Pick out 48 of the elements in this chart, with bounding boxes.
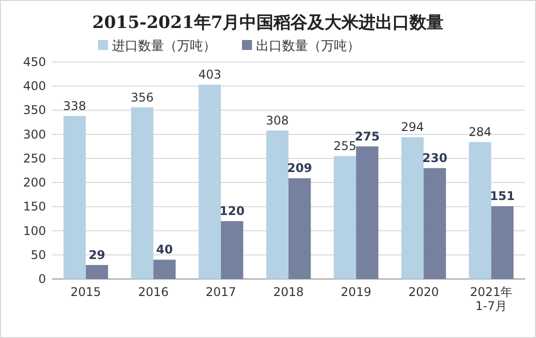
data-label: 338 [63, 99, 86, 114]
y-tick-label: 150 [23, 200, 46, 214]
data-label: 209 [287, 161, 312, 176]
x-tick-label: 2021年 1-7月 [470, 285, 512, 313]
bar [401, 137, 424, 279]
data-label: 308 [266, 113, 289, 128]
y-tick-label: 450 [23, 55, 46, 69]
bar [86, 265, 108, 279]
y-tick-label: 100 [23, 224, 46, 238]
data-label: 230 [422, 151, 448, 166]
bar [131, 107, 154, 279]
bar [468, 142, 492, 279]
y-tick-label: 50 [30, 248, 46, 262]
bar [491, 206, 514, 279]
data-label: 284 [468, 125, 492, 140]
bar [288, 178, 311, 279]
bar [63, 116, 86, 279]
data-label: 356 [130, 90, 154, 104]
x-tick-label: 2017 [206, 285, 236, 299]
data-label: 40 [156, 242, 173, 257]
data-label: 29 [88, 248, 106, 262]
y-tick-label: 350 [23, 103, 46, 118]
y-tick-label: 0 [38, 272, 46, 286]
bar [334, 156, 356, 279]
legend-label: 出口数量（万吨） [256, 39, 360, 54]
y-tick-label: 200 [23, 176, 46, 190]
x-tick-label: 2018 [273, 285, 304, 299]
data-label: 255 [333, 139, 356, 154]
data-label: 294 [401, 120, 424, 134]
y-tick-label: 400 [23, 79, 46, 94]
chart-title: 2015-2021年7月中国稻谷及大米进出口数量 [92, 13, 444, 33]
bar [266, 130, 288, 279]
x-tick-label: 2015 [70, 285, 102, 299]
x-tick-label: 2016 [138, 285, 169, 299]
data-label: 151 [490, 189, 515, 204]
data-label: 403 [198, 68, 222, 82]
data-label: 275 [354, 129, 380, 144]
legend-label: 进口数量（万吨） [112, 39, 216, 54]
bar [220, 221, 244, 279]
bar [356, 146, 378, 279]
bar [198, 84, 221, 279]
bar [424, 168, 446, 279]
data-label: 120 [220, 204, 245, 218]
x-tick-label: 2019 [340, 285, 372, 299]
bar [153, 260, 176, 279]
y-tick-label: 300 [23, 127, 46, 142]
x-tick-label: 2020 [408, 285, 439, 299]
y-tick-label: 250 [23, 151, 46, 166]
